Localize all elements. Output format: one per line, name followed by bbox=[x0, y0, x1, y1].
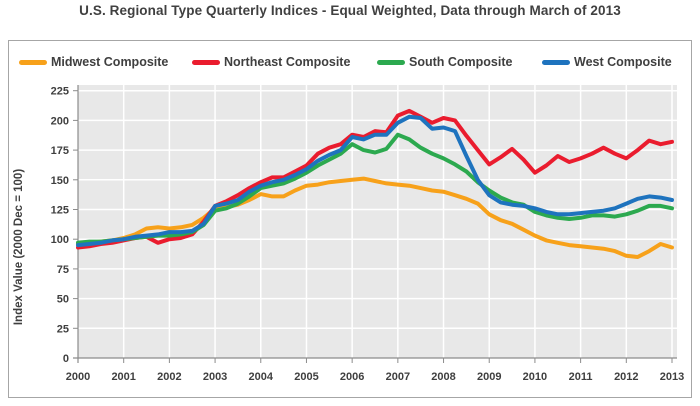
west-line-swatch bbox=[542, 59, 570, 65]
y-tick-label: 125 bbox=[51, 205, 69, 217]
x-tick-label: 2002 bbox=[157, 371, 181, 383]
series-line-south-composite bbox=[76, 132, 674, 245]
series-line-northeast-composite bbox=[76, 108, 674, 250]
y-tick-label: 50 bbox=[57, 294, 69, 306]
x-tick-label: 2000 bbox=[66, 371, 90, 383]
midwest-line-swatch bbox=[19, 59, 47, 65]
x-tick-label: 2001 bbox=[111, 371, 135, 383]
chart-title: U.S. Regional Type Quarterly Indices - E… bbox=[79, 3, 621, 18]
y-tick-label: 25 bbox=[57, 323, 69, 335]
plot-area bbox=[78, 85, 677, 358]
legend-item-northeast: Northeast Composite bbox=[192, 52, 350, 72]
legend-label-west: West Composite bbox=[574, 55, 672, 69]
y-tick-label: 225 bbox=[51, 86, 69, 98]
chart-box: 0 25 50 75 100 125 150 175 200 225 2000 2001 2002 200… bbox=[8, 40, 692, 398]
plot-svg: 0 25 50 75 100 125 150 175 200 225 2000 2001 2002 200… bbox=[13, 85, 684, 383]
x-tick-label: 2008 bbox=[431, 371, 455, 383]
y-tick-label: 175 bbox=[51, 145, 69, 157]
x-tick-label: 2013 bbox=[660, 371, 684, 383]
x-tick-label: 2011 bbox=[569, 371, 593, 383]
series-line-west-composite bbox=[76, 114, 674, 248]
legend-item-midwest: Midwest Composite bbox=[19, 52, 168, 72]
x-tick-label: 2005 bbox=[294, 371, 318, 383]
y-tick-label: 150 bbox=[51, 175, 69, 187]
x-tick-label: 2009 bbox=[477, 371, 501, 383]
y-tick-label: 75 bbox=[57, 264, 69, 276]
x-tick-label: 2007 bbox=[386, 371, 410, 383]
legend-item-west: West Composite bbox=[542, 52, 672, 72]
y-axis-title: Index Value (2000 Dec = 100) bbox=[13, 169, 25, 325]
south-line-swatch bbox=[377, 59, 405, 65]
x-tick-label: 2004 bbox=[249, 371, 274, 383]
legend-label-south: South Composite bbox=[409, 55, 513, 69]
series-line-midwest-composite bbox=[76, 176, 674, 259]
northeast-line-swatch bbox=[192, 59, 220, 65]
x-tick-label: 2003 bbox=[203, 371, 227, 383]
legend-label-midwest: Midwest Composite bbox=[51, 55, 169, 69]
x-tick-label: 2006 bbox=[340, 371, 364, 383]
legend: Midwest Composite Northeast Composite So… bbox=[9, 52, 691, 72]
y-tick-label: 200 bbox=[51, 115, 69, 127]
legend-label-northeast: Northeast Composite bbox=[224, 55, 351, 69]
x-tick-label: 2010 bbox=[523, 371, 547, 383]
y-tick-label: 0 bbox=[63, 353, 69, 365]
legend-item-south: South Composite bbox=[377, 52, 512, 72]
y-tick-label: 100 bbox=[51, 234, 69, 246]
x-tick-label: 2012 bbox=[614, 371, 638, 383]
